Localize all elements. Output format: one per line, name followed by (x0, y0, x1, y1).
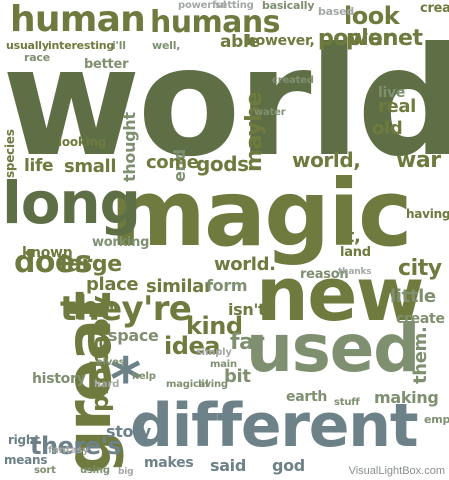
cloud-word: thanks (338, 267, 372, 277)
cloud-word: space (108, 326, 159, 345)
cloud-word: kind (186, 312, 243, 340)
cloud-word: simply (196, 347, 232, 358)
cloud-word: sort (34, 465, 56, 476)
cloud-word: little (390, 286, 436, 307)
cloud-word: bit (224, 366, 251, 387)
cloud-word: usually (6, 39, 49, 52)
cloud-word: however, (246, 33, 315, 49)
cloud-word: well, (152, 39, 181, 52)
cloud-word: looking (58, 135, 107, 149)
cloud-word: isn't (228, 300, 266, 319)
cloud-word: magical (166, 379, 209, 390)
cloud-word: form (206, 276, 248, 295)
cloud-word: earth (286, 389, 328, 405)
cloud-word: it, (340, 226, 361, 247)
cloud-word: power (318, 26, 393, 51)
cloud-word: big (118, 467, 134, 477)
cloud-word: help (132, 371, 156, 382)
cloud-word: does (14, 245, 92, 280)
cloud-word: idea (164, 332, 220, 360)
cloud-word: world. (214, 254, 276, 275)
cloud-word: similar (146, 276, 213, 297)
cloud-word: used (246, 310, 420, 387)
cloud-word: land (340, 245, 371, 260)
cloud-word: empire (424, 413, 449, 426)
cloud-word: powerful (178, 0, 227, 11)
cloud-word: come (146, 152, 199, 173)
cloud-word: humans (150, 5, 280, 40)
cloud-word: water (254, 107, 286, 118)
cloud-word: look (344, 2, 400, 30)
cloud-word: different (130, 391, 418, 461)
cloud-word: interesting (48, 39, 115, 52)
cloud-word: life (24, 156, 54, 176)
cloud-word: world, (292, 148, 361, 172)
cloud-word: reason (300, 267, 349, 282)
cloud-word: large (60, 252, 122, 277)
cloud-word: god (272, 456, 305, 475)
cloud-word: city (398, 256, 442, 281)
cloud-word: old (372, 118, 403, 139)
cloud-word: world (2, 16, 449, 190)
cloud-word: magic (110, 160, 413, 267)
cloud-word: means (4, 453, 48, 467)
cloud-word: power (318, 26, 393, 51)
cloud-word: new (256, 252, 424, 338)
cloud-word: makes (144, 455, 194, 471)
cloud-word: elves (96, 357, 125, 368)
cloud-word: making (374, 388, 439, 407)
cloud-word: race (24, 51, 50, 64)
cloud-word: live (378, 85, 406, 101)
cloud-word: living (198, 379, 228, 390)
cloud-word: real (378, 96, 416, 117)
cloud-word: * (110, 345, 141, 415)
cloud-word: far (230, 330, 264, 355)
cloud-word: small (64, 156, 117, 177)
cloud-word: known (22, 245, 73, 261)
watermark-text: VisualLightBox.com (348, 465, 445, 477)
cloud-word: setting (215, 0, 254, 11)
cloud-word: main (210, 359, 237, 370)
cloud-word: better (84, 57, 129, 72)
cloud-word: them. (410, 326, 431, 384)
cloud-word: they're (60, 289, 192, 329)
cloud-word: place (86, 274, 139, 295)
cloud-word: war (396, 148, 441, 173)
cloud-word: long (2, 169, 141, 237)
cloud-word: basically (262, 0, 315, 12)
cloud-word: using (80, 465, 110, 476)
cloud-word: create (420, 1, 449, 16)
cloud-word: planet (346, 26, 423, 51)
cloud-word: gods (196, 152, 249, 176)
cloud-word: history (32, 371, 86, 387)
cloud-word: human (10, 0, 146, 40)
cloud-word: working (92, 235, 150, 250)
cloud-word: created (272, 75, 314, 86)
cloud-word: hard (94, 379, 120, 390)
cloud-word: i'll (112, 39, 126, 52)
cloud-word: based (318, 5, 355, 18)
cloud-word: having (406, 207, 449, 221)
cloud-word: right (8, 433, 40, 447)
cloud-word: able (220, 32, 260, 52)
cloud-word: there's (30, 432, 122, 460)
cloud-word: stuff (334, 397, 360, 408)
cloud-word: story (106, 422, 151, 441)
cloud-word: said (210, 456, 246, 475)
cloud-word: create (396, 311, 445, 327)
cloud-word: fantasy (48, 445, 89, 456)
